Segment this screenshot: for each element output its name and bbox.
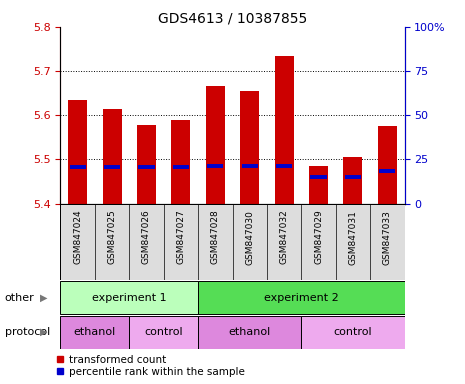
Text: control: control — [144, 327, 183, 337]
Bar — [103, 109, 121, 204]
Bar — [198, 316, 301, 349]
Text: other: other — [5, 293, 34, 303]
Bar — [60, 316, 129, 349]
Text: ▶: ▶ — [40, 293, 48, 303]
Text: experiment 1: experiment 1 — [92, 293, 166, 303]
Text: protocol: protocol — [5, 327, 50, 337]
Bar — [240, 91, 259, 204]
Text: GSM847029: GSM847029 — [314, 210, 323, 265]
Bar — [344, 157, 362, 204]
Text: experiment 2: experiment 2 — [264, 293, 339, 303]
Text: ethanol: ethanol — [74, 327, 116, 337]
Text: GSM847025: GSM847025 — [107, 210, 117, 265]
Bar — [301, 316, 405, 349]
Bar — [104, 165, 120, 169]
Bar — [207, 164, 223, 168]
Legend: transformed count, percentile rank within the sample: transformed count, percentile rank withi… — [56, 355, 245, 377]
Bar — [309, 166, 328, 204]
Bar — [206, 86, 225, 204]
Bar — [242, 164, 258, 168]
Text: ethanol: ethanol — [229, 327, 271, 337]
Text: ▶: ▶ — [40, 327, 48, 337]
Bar — [172, 120, 190, 204]
Bar — [139, 165, 154, 169]
Text: GSM847027: GSM847027 — [176, 210, 186, 265]
Bar — [60, 281, 198, 314]
Bar — [275, 56, 293, 204]
Bar — [129, 316, 198, 349]
Bar — [311, 175, 326, 179]
Text: GSM847033: GSM847033 — [383, 210, 392, 265]
Bar — [137, 125, 156, 204]
Text: GSM847031: GSM847031 — [348, 210, 358, 265]
Text: control: control — [333, 327, 372, 337]
Bar — [70, 165, 86, 169]
Text: GSM847024: GSM847024 — [73, 210, 82, 264]
Text: GSM847028: GSM847028 — [211, 210, 220, 265]
Bar — [173, 165, 189, 169]
Bar — [378, 126, 397, 204]
Bar — [345, 175, 361, 179]
Text: GSM847032: GSM847032 — [279, 210, 289, 265]
Text: GSM847030: GSM847030 — [245, 210, 254, 265]
Title: GDS4613 / 10387855: GDS4613 / 10387855 — [158, 12, 307, 26]
Text: GSM847026: GSM847026 — [142, 210, 151, 265]
Bar — [276, 164, 292, 168]
Bar — [68, 100, 87, 204]
Bar — [379, 169, 395, 174]
Bar — [198, 281, 405, 314]
